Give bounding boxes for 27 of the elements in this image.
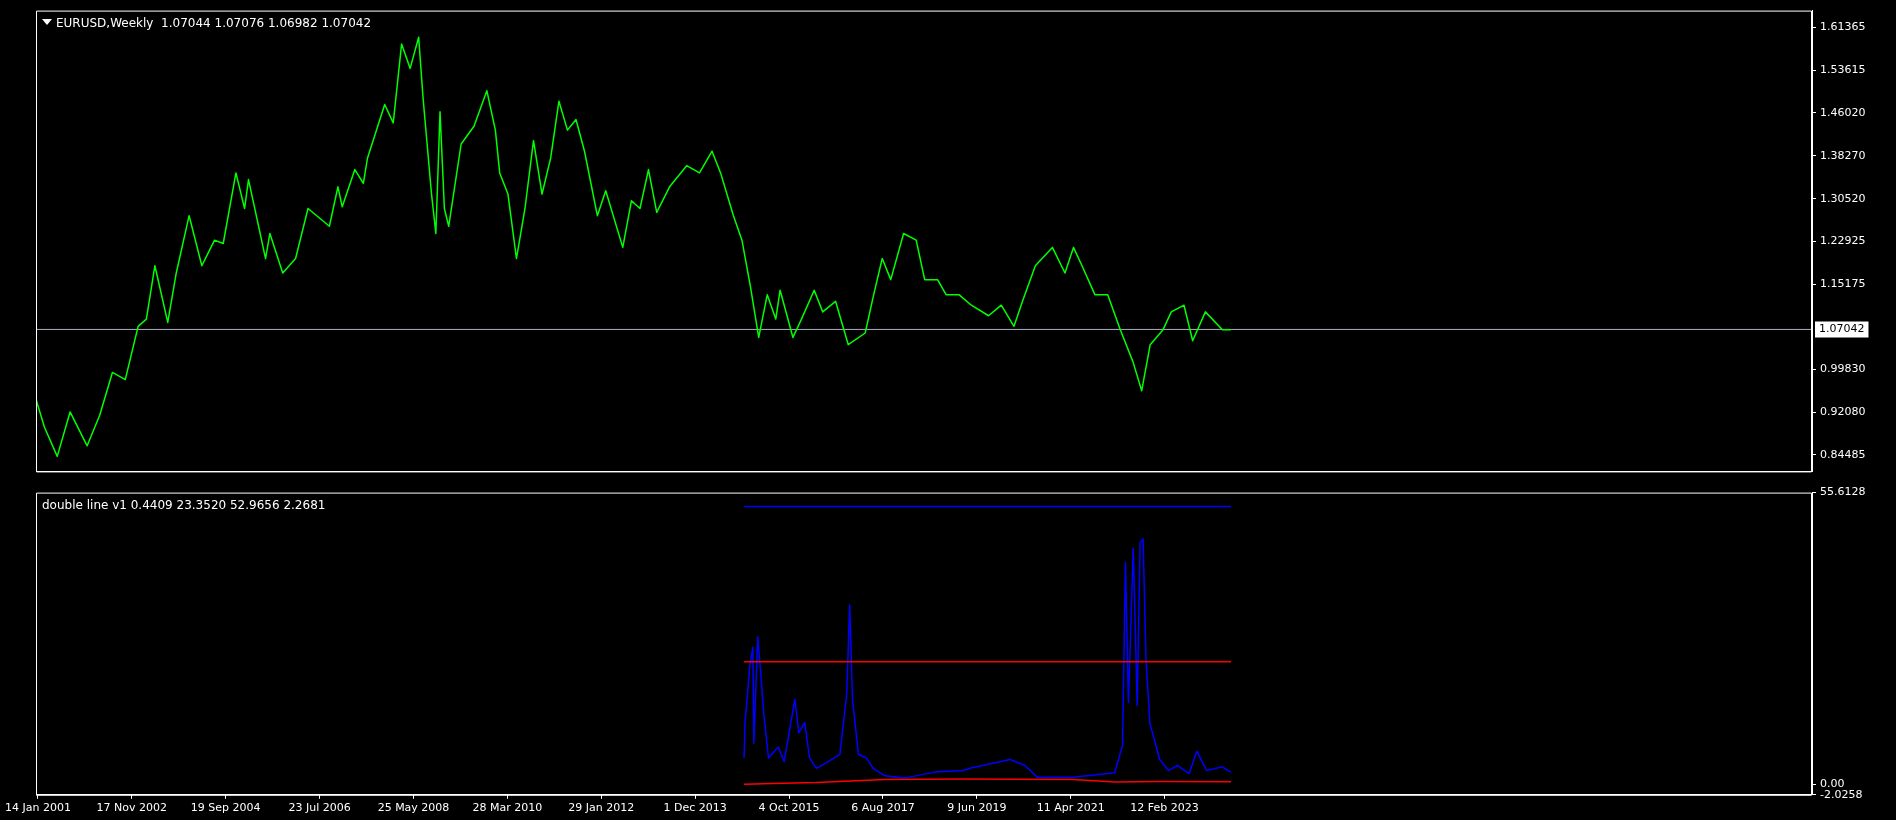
y-tick-label: 1.15175 [1820,277,1866,291]
text: EURUSD,Weekly 1.07044 1.07076 1.06982 1.07042 [56,15,372,30]
y-tick-label: 1.61365 [1820,20,1866,34]
x-tick-label: 9 Jun 2019 [947,801,1007,815]
x-tick-label: 29 Jan 2012 [568,801,635,815]
x-tick-label: 19 Sep 2004 [190,801,261,815]
y-tick-label: 1.30520 [1820,191,1866,205]
y-tick-label: 55.6128 [1820,485,1866,499]
y-tick-label: 1.53615 [1820,63,1866,77]
x-tick-label: 4 Oct 2015 [758,801,820,815]
ref-line-label: 1.07042 [1819,322,1865,336]
y-tick-label: 0.92080 [1820,405,1866,419]
y-tick-label: 0.84485 [1820,447,1866,461]
x-tick-label: 1 Dec 2013 [663,801,727,815]
y-tick-label: 1.22925 [1820,234,1866,247]
y-tick-label: 0.99830 [1820,362,1866,376]
text: double line v1 0.4409 23.3520 52.9656 2.2681 [42,497,326,512]
x-tick-label: 17 Nov 2002 [96,801,168,815]
y-tick-label: 1.46020 [1820,105,1866,119]
x-tick-label: 11 Apr 2021 [1036,801,1105,815]
x-tick-label: 14 Jan 2001 [4,801,71,815]
x-tick-label: 12 Feb 2023 [1130,801,1199,815]
x-tick-label: 28 Mar 2010 [472,801,543,815]
x-tick-label: 6 Aug 2017 [851,801,915,815]
y-tick-label: 1.38270 [1820,148,1866,162]
x-tick-label: 25 May 2008 [377,801,450,815]
x-tick-label: 23 Jul 2006 [288,801,351,815]
